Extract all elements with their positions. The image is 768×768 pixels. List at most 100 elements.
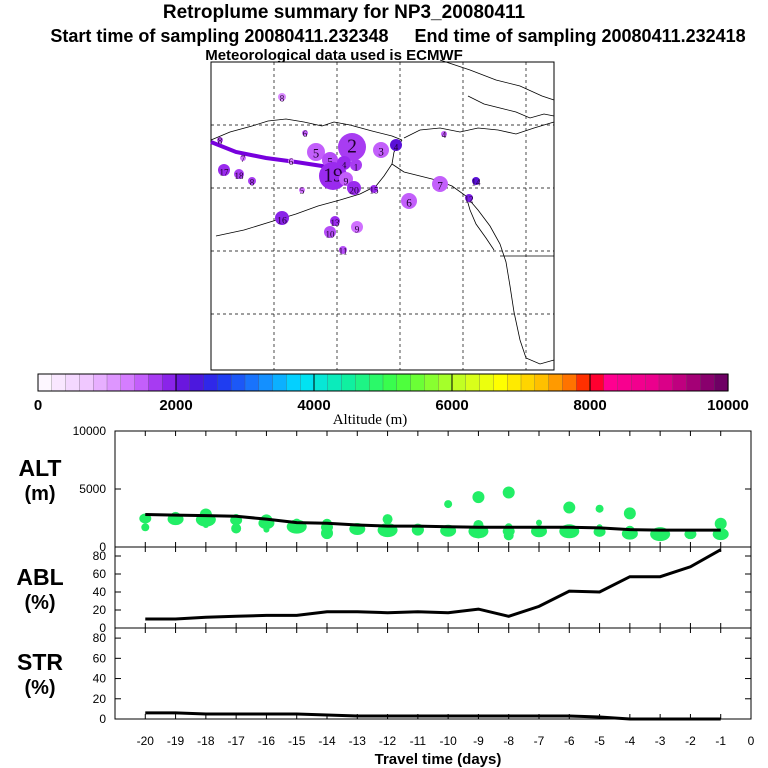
map-cluster-label: 18 [235,171,245,181]
alt-scatter-point [382,514,393,525]
map-cluster-label: 6 [303,129,308,139]
map-cluster-marker [234,169,244,179]
colorbar-cell [700,373,715,392]
map-panel: 8687652345411991567141213109111617188520… [210,59,555,371]
map-cluster-label: 4 [342,161,347,172]
map-cluster-label: 11 [339,246,348,256]
alt-scatter-point [231,523,242,534]
end-time: End time of sampling 20080411.232418 [414,26,746,46]
start-time: Start time of sampling 20080411.232348 [50,26,389,46]
x-tick-label: -14 [318,734,336,748]
map-cluster-marker [248,177,256,185]
colorbar-cell [231,373,246,392]
panel-frame [114,627,752,720]
colorbar-tick-label: 6000 [435,397,468,414]
x-tick-label: -18 [197,734,215,748]
colorbar-cell [451,373,467,392]
map-cluster-marker [307,143,325,161]
alt-scatter-point [536,519,542,526]
x-tick-label: -7 [534,734,545,748]
colorbar-cell [300,373,315,392]
y-tick-label: 60 [93,567,107,581]
panel-unit: (%) [24,592,55,614]
map-cluster-label: 15 [370,185,380,195]
map-cluster-label: 10 [326,230,336,240]
colorbar-cell [244,373,260,392]
colorbar-cell [134,373,150,392]
y-tick-label: 0 [99,712,106,726]
colorbar-cell [479,373,495,392]
coastline-islands [439,59,555,101]
x-tick-label: -1 [715,734,726,748]
x-tick-label: -13 [349,734,367,748]
map-clusters: 8687652345411991567141213109111617188520… [217,93,481,256]
alt-scatter-point [444,500,453,509]
colorbar-cell [714,373,729,392]
map-cluster-marker [432,176,448,192]
y-tick-label: 60 [93,651,107,665]
colorbar-cell [686,373,702,392]
alt-scatter-point [502,486,515,499]
panel-abl: ABL(%) 0 20 40 60 80 [16,546,752,635]
x-tick-label: -3 [655,734,666,748]
map-cluster-marker [324,226,336,238]
map-cluster-label: 7 [241,154,246,164]
sampling-times: Start time of sampling 20080411.232348 En… [14,26,768,47]
x-tick-label: 0 [748,734,755,748]
colorbar-cell [645,373,660,392]
colorbar-cell [438,373,453,392]
y-tick-label: 20 [93,603,107,617]
map-cluster-marker [330,216,340,226]
map-cluster-marker [472,177,480,185]
colorbar-cell [162,373,177,392]
y-tick-label: 5000 [79,482,106,496]
x-tick-label: -8 [503,734,514,748]
alt-scatter-point [595,504,604,513]
map-cluster-marker [217,137,223,143]
y-tick-label: 10000 [73,424,107,438]
y-tick-label: 40 [93,585,107,599]
map-cluster-label: 13 [331,218,341,228]
alt-scatter-point [141,523,150,532]
colorbar-cell [424,373,439,392]
met-data-note: Meteorological data used is ECMWF [205,47,463,64]
map-cluster-label: 4 [442,130,447,140]
map-cluster-label: 9 [344,177,349,188]
alt-scatter-point [472,491,485,504]
map-cluster-marker [351,221,363,233]
coastline-archipelago [467,95,555,119]
alt-scatter-point [623,507,636,520]
y-tick-label: 0 [99,540,106,554]
colorbar-tick-label: 10000 [707,397,749,414]
x-tick-label: -17 [227,734,245,748]
series-line [145,711,721,721]
x-tick-label: -9 [473,734,484,748]
coastline-alaska-north [403,121,555,139]
colorbar-cell [355,373,370,392]
map-cluster-label: 17 [220,168,230,178]
colorbar-cell [37,373,53,392]
panel-alt: ALT(m) 0 5000 10000 [18,424,752,554]
map-cluster-marker [401,193,417,209]
colorbar-tick-label: 4000 [297,397,330,414]
colorbar-cell [507,373,522,392]
colorbar: 0 2000 4000 6000 8000 10000 Altitude (m) [34,373,749,428]
map-cluster-marker [390,139,402,151]
x-tick-label: -2 [685,734,696,748]
colorbar-cell [175,373,191,392]
colorbar-cell [93,373,108,392]
coastline-gulf [391,163,555,365]
y-tick-label: 20 [93,692,107,706]
alt-scatter-point [563,501,576,514]
map-cluster-label: 3 [378,147,384,159]
series-line [145,513,721,532]
colorbar-cell [631,373,646,392]
colorbar-cell [603,373,619,392]
panel-unit: (%) [24,677,55,699]
map-cluster-label: 8 [250,177,255,187]
panel-unit: (m) [24,483,55,505]
colorbar-cell [382,373,398,392]
x-tick-label: -4 [625,734,636,748]
coastlines [210,59,555,365]
